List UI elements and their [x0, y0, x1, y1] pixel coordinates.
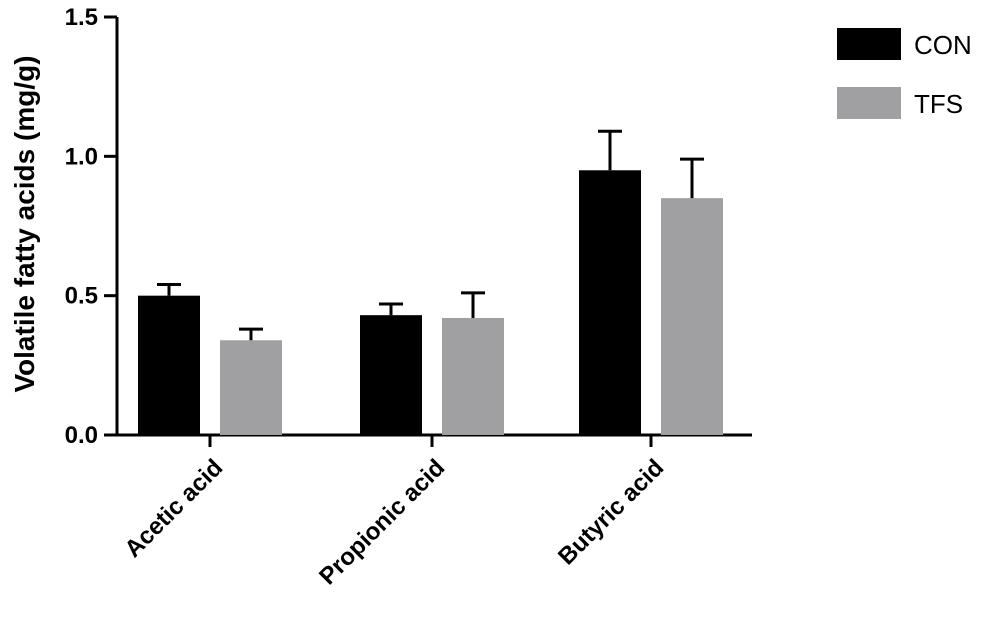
- bar-con: [138, 295, 200, 435]
- y-axis-title: Volatile fatty acids (mg/g): [9, 55, 40, 392]
- bar-con: [360, 315, 422, 435]
- y-tick-label: 0.5: [65, 283, 98, 310]
- x-tick-label: Butyric acid: [553, 454, 669, 570]
- y-tick-label: 1.0: [65, 143, 98, 170]
- plot-area: 0.0 0.5 1.0 1.5 Acetic acid Propionic acid But…: [65, 4, 752, 590]
- x-tick-label: Acetic acid: [120, 454, 229, 563]
- x-tick-label: Propionic acid: [314, 454, 450, 590]
- legend-swatch-con: [837, 28, 901, 60]
- y-tick-label: 0.0: [65, 422, 98, 449]
- legend: CON TFS: [837, 28, 972, 119]
- legend-label-tfs: TFS: [914, 89, 963, 119]
- legend-label-con: CON: [914, 30, 972, 60]
- y-tick-label: 1.5: [65, 4, 98, 31]
- bar-tfs: [661, 198, 723, 435]
- bar-con: [579, 170, 641, 435]
- legend-swatch-tfs: [837, 87, 901, 119]
- bar-tfs: [220, 340, 282, 435]
- bar-tfs: [442, 317, 504, 435]
